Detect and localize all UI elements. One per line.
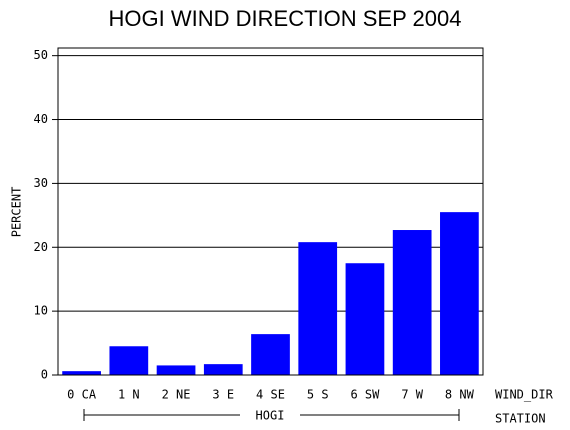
x-axis-label: WIND_DIR <box>495 388 554 402</box>
y-tick-label: 20 <box>34 240 48 254</box>
bar <box>156 365 196 375</box>
x-tick-label: 2 NE <box>162 388 191 402</box>
y-tick-label: 0 <box>41 368 48 382</box>
bar <box>251 334 290 375</box>
x-tick-label: 4 SE <box>256 388 285 402</box>
y-tick-label: 50 <box>34 48 48 62</box>
chart-title: HOGI WIND DIRECTION SEP 2004 <box>109 6 462 31</box>
bar <box>345 263 385 375</box>
y-tick-label: 40 <box>34 112 48 126</box>
x-tick-label: 1 N <box>118 388 140 402</box>
x-tick-label: 7 W <box>401 388 423 402</box>
group-label: STATION <box>495 412 546 426</box>
bar <box>298 242 338 375</box>
bar <box>392 230 432 375</box>
bar <box>62 371 101 375</box>
group-name: HOGI <box>256 409 285 423</box>
bar <box>203 364 243 375</box>
plot-frame <box>57 47 484 376</box>
y-tick-label: 10 <box>34 304 48 318</box>
bar <box>440 212 479 375</box>
x-tick-label: 0 CA <box>67 388 97 402</box>
x-tick-label: 8 NW <box>445 388 475 402</box>
y-axis-label: PERCENT <box>10 187 24 238</box>
y-tick-label: 30 <box>34 176 48 190</box>
x-tick-label: 3 E <box>212 388 234 402</box>
x-tick-label: 6 SW <box>350 388 380 402</box>
x-tick-label: 5 S <box>307 388 329 402</box>
bar <box>109 346 149 375</box>
